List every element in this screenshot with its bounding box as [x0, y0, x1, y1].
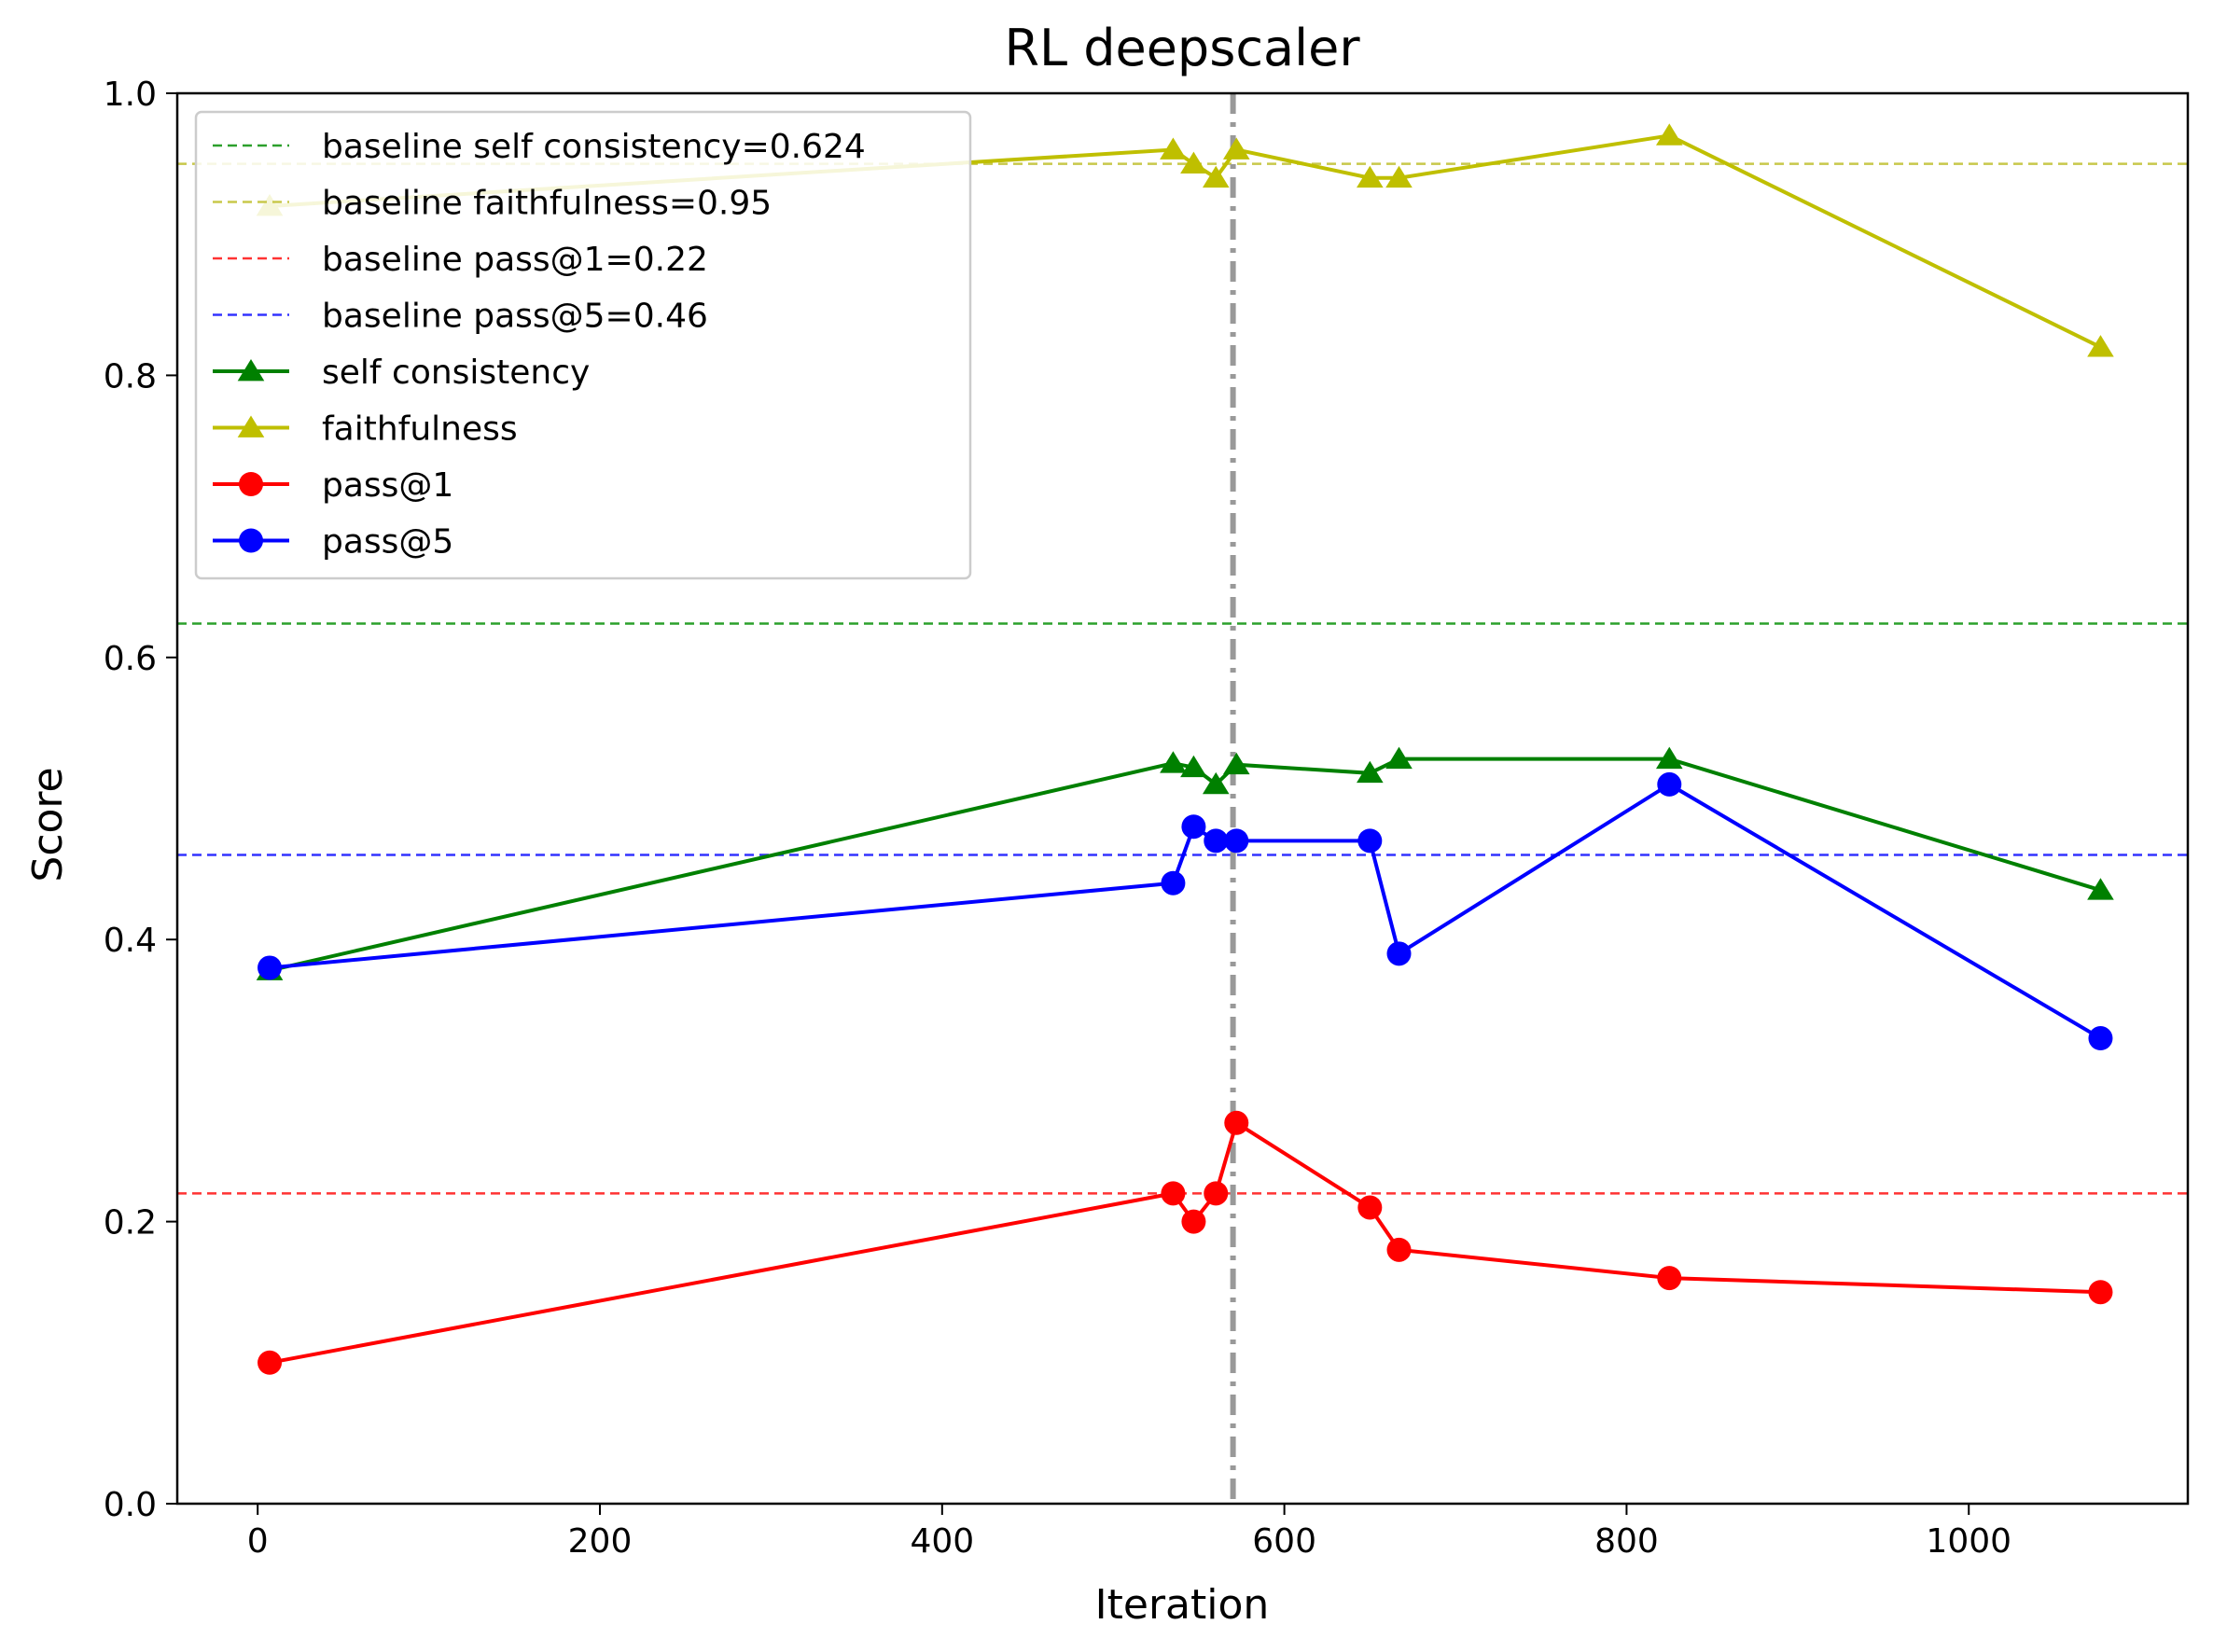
data-point-2-0: [257, 1350, 283, 1375]
data-point-3-8: [2088, 1026, 2113, 1051]
legend-marker-0: [237, 359, 265, 382]
data-point-3-0: [257, 955, 283, 980]
data-point-0-1: [1160, 751, 1187, 773]
y-tick-label: 1.0: [104, 76, 157, 114]
data-point-2-3: [1204, 1181, 1229, 1206]
legend-label: pass@1: [322, 466, 453, 505]
legend-label: baseline pass@1=0.22: [322, 241, 708, 279]
data-point-1-4: [1222, 137, 1250, 160]
data-point-1-6: [1385, 165, 1413, 188]
legend-label: baseline self consistency=0.624: [322, 128, 866, 166]
data-point-2-7: [1657, 1266, 1682, 1291]
y-tick-label: 0.8: [104, 357, 157, 396]
x-tick-label: 400: [910, 1522, 974, 1561]
data-point-0-5: [1357, 760, 1384, 784]
data-point-3-6: [1386, 941, 1412, 966]
data-point-0-8: [2087, 878, 2114, 900]
chart-title: RL deepscaler: [1004, 19, 1360, 77]
legend-label: pass@5: [322, 523, 453, 562]
data-point-3-2: [1181, 814, 1206, 840]
x-tick-label: 1000: [1926, 1522, 2011, 1561]
legend-marker-2: [239, 472, 263, 496]
data-point-1-3: [1202, 165, 1230, 188]
y-tick-label: 0.4: [104, 922, 157, 960]
data-point-2-8: [2088, 1280, 2113, 1305]
legend-box: [194, 110, 972, 580]
data-point-0-4: [1222, 752, 1250, 775]
legend-label: baseline pass@5=0.46: [322, 298, 708, 336]
legend-label: faithfulness: [322, 410, 518, 449]
data-point-1-2: [1180, 151, 1207, 174]
data-point-0-2: [1180, 755, 1207, 778]
y-tick-label: 0.0: [104, 1486, 157, 1524]
x-tick-label: 800: [1594, 1522, 1659, 1561]
data-point-2-5: [1357, 1195, 1383, 1220]
data-point-3-5: [1357, 828, 1383, 854]
data-point-2-4: [1224, 1110, 1249, 1135]
legend-label: self consistency: [322, 354, 590, 392]
y-tick-label: 0.6: [104, 640, 157, 678]
y-tick-label: 0.2: [104, 1204, 157, 1242]
data-point-0-6: [1385, 746, 1413, 770]
x-axis-label: Iteration: [1095, 1581, 1270, 1629]
axes: 0 200 400 600 800 1000 0.0 0.2 0.4 0.6 0.8 1.0: [104, 76, 2190, 1561]
data-point-3-3: [1204, 828, 1229, 854]
legend: baseline self consistency=0.624 baseline …: [194, 110, 972, 580]
data-point-3-1: [1161, 870, 1186, 895]
data-point-2-1: [1161, 1181, 1186, 1206]
x-tick-label: 0: [247, 1522, 269, 1561]
legend-marker-3: [239, 528, 263, 553]
data-point-3-4: [1224, 828, 1249, 854]
data-point-1-5: [1357, 165, 1384, 188]
data-point-1-7: [1655, 123, 1683, 146]
y-axis-label: Score: [24, 767, 72, 882]
data-point-2-2: [1181, 1209, 1206, 1234]
plot-area: [177, 93, 2188, 1504]
legend-label: baseline faithfulness=0.95: [322, 185, 772, 223]
data-point-0-3: [1202, 771, 1230, 795]
plot-frame: [175, 91, 2190, 1506]
data-point-3-7: [1657, 771, 1682, 797]
data-point-1-8: [2087, 335, 2114, 357]
data-point-0-7: [1655, 746, 1683, 770]
data-point-2-6: [1386, 1237, 1412, 1262]
data-point-1-1: [1160, 137, 1187, 160]
x-tick-label: 600: [1252, 1522, 1316, 1561]
x-tick-label: 200: [568, 1522, 633, 1561]
legend-marker-1: [237, 415, 265, 437]
